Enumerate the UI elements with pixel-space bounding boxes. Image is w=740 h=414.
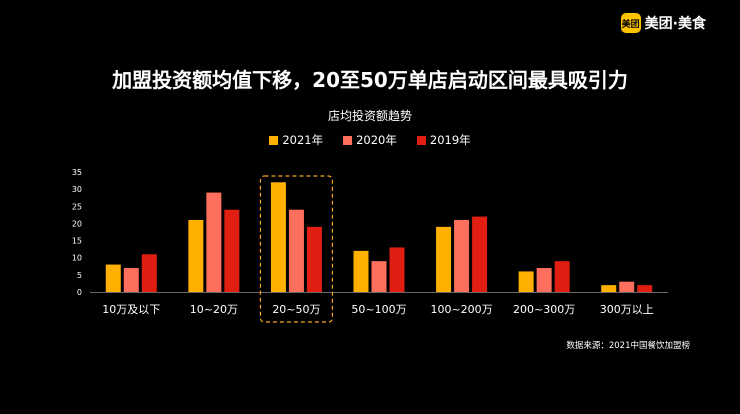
- legend-label-2020: 2020年: [356, 133, 397, 147]
- bar-2019年-50~100万: [389, 247, 405, 292]
- y-tick-label: 35: [72, 168, 82, 177]
- bar-2021年-20~50万: [270, 182, 286, 292]
- page-headline: 加盟投资额均值下移，20至50万单店启动区间最具吸引力: [112, 68, 628, 92]
- legend-swatch-2019: [416, 135, 426, 145]
- bar-2020年-10万及以下: [123, 268, 139, 292]
- legend-item-2020: 2020年: [343, 132, 397, 148]
- legend-swatch-2021: [269, 135, 279, 145]
- legend-swatch-2020: [343, 135, 353, 145]
- y-tick-label: 30: [72, 185, 82, 194]
- bar-2020年-10~20万: [206, 192, 222, 292]
- brand-logo: 美团 美团·美食: [620, 13, 706, 33]
- y-tick-label: 10: [72, 254, 82, 263]
- legend-label-2021: 2021年: [282, 133, 324, 147]
- highlight-box: [259, 175, 334, 323]
- legend-label-2019: 2019年: [429, 133, 471, 147]
- bar-2021年-300万以上: [601, 285, 617, 292]
- x-tick-label: 300万以上: [600, 303, 654, 316]
- x-tick-label: 100~200万: [430, 303, 492, 316]
- chart-legend: 2021年 2020年 2019年: [0, 132, 740, 148]
- y-tick-label: 20: [72, 219, 82, 228]
- bar-2021年-10万及以下: [105, 264, 121, 292]
- meituan-badge-icon: 美团: [620, 13, 641, 33]
- bar-2020年-20~50万: [288, 209, 304, 292]
- bar-2019年-10~20万: [224, 209, 240, 292]
- bar-2021年-100~200万: [436, 226, 452, 292]
- x-tick-label: 50~100万: [351, 303, 406, 316]
- x-tick-label: 10万及以下: [102, 303, 160, 316]
- chart-title: 店均投资额趋势: [327, 109, 412, 123]
- bar-2020年-300万以上: [619, 281, 635, 292]
- legend-item-2019: 2019年: [416, 132, 471, 148]
- data-source-note: 数据来源：2021中国餐饮加盟榜: [566, 341, 690, 351]
- y-tick-label: 5: [77, 271, 82, 280]
- bar-2020年-100~200万: [454, 220, 470, 292]
- bar-2021年-10~20万: [188, 220, 204, 292]
- bar-2019年-300万以上: [637, 285, 653, 292]
- x-tick-label: 20~50万: [272, 303, 320, 316]
- bar-2019年-100~200万: [472, 216, 488, 292]
- x-tick-label: 200~300万: [513, 303, 575, 316]
- brand-name: 美团·美食: [644, 16, 706, 32]
- bar-2019年-20~50万: [306, 226, 322, 292]
- legend-item-2021: 2021年: [269, 132, 323, 148]
- y-tick-label: 15: [72, 237, 82, 246]
- bar-2020年-200~300万: [536, 268, 552, 292]
- bar-2019年-10万及以下: [141, 254, 157, 292]
- bar-2020年-50~100万: [371, 261, 387, 292]
- bar-2019年-200~300万: [554, 261, 570, 292]
- bar-2021年-200~300万: [518, 271, 534, 292]
- y-tick-label: 0: [77, 288, 82, 297]
- x-tick-label: 10~20万: [190, 303, 238, 316]
- bar-2021年-50~100万: [353, 250, 369, 292]
- y-tick-label: 25: [72, 202, 82, 211]
